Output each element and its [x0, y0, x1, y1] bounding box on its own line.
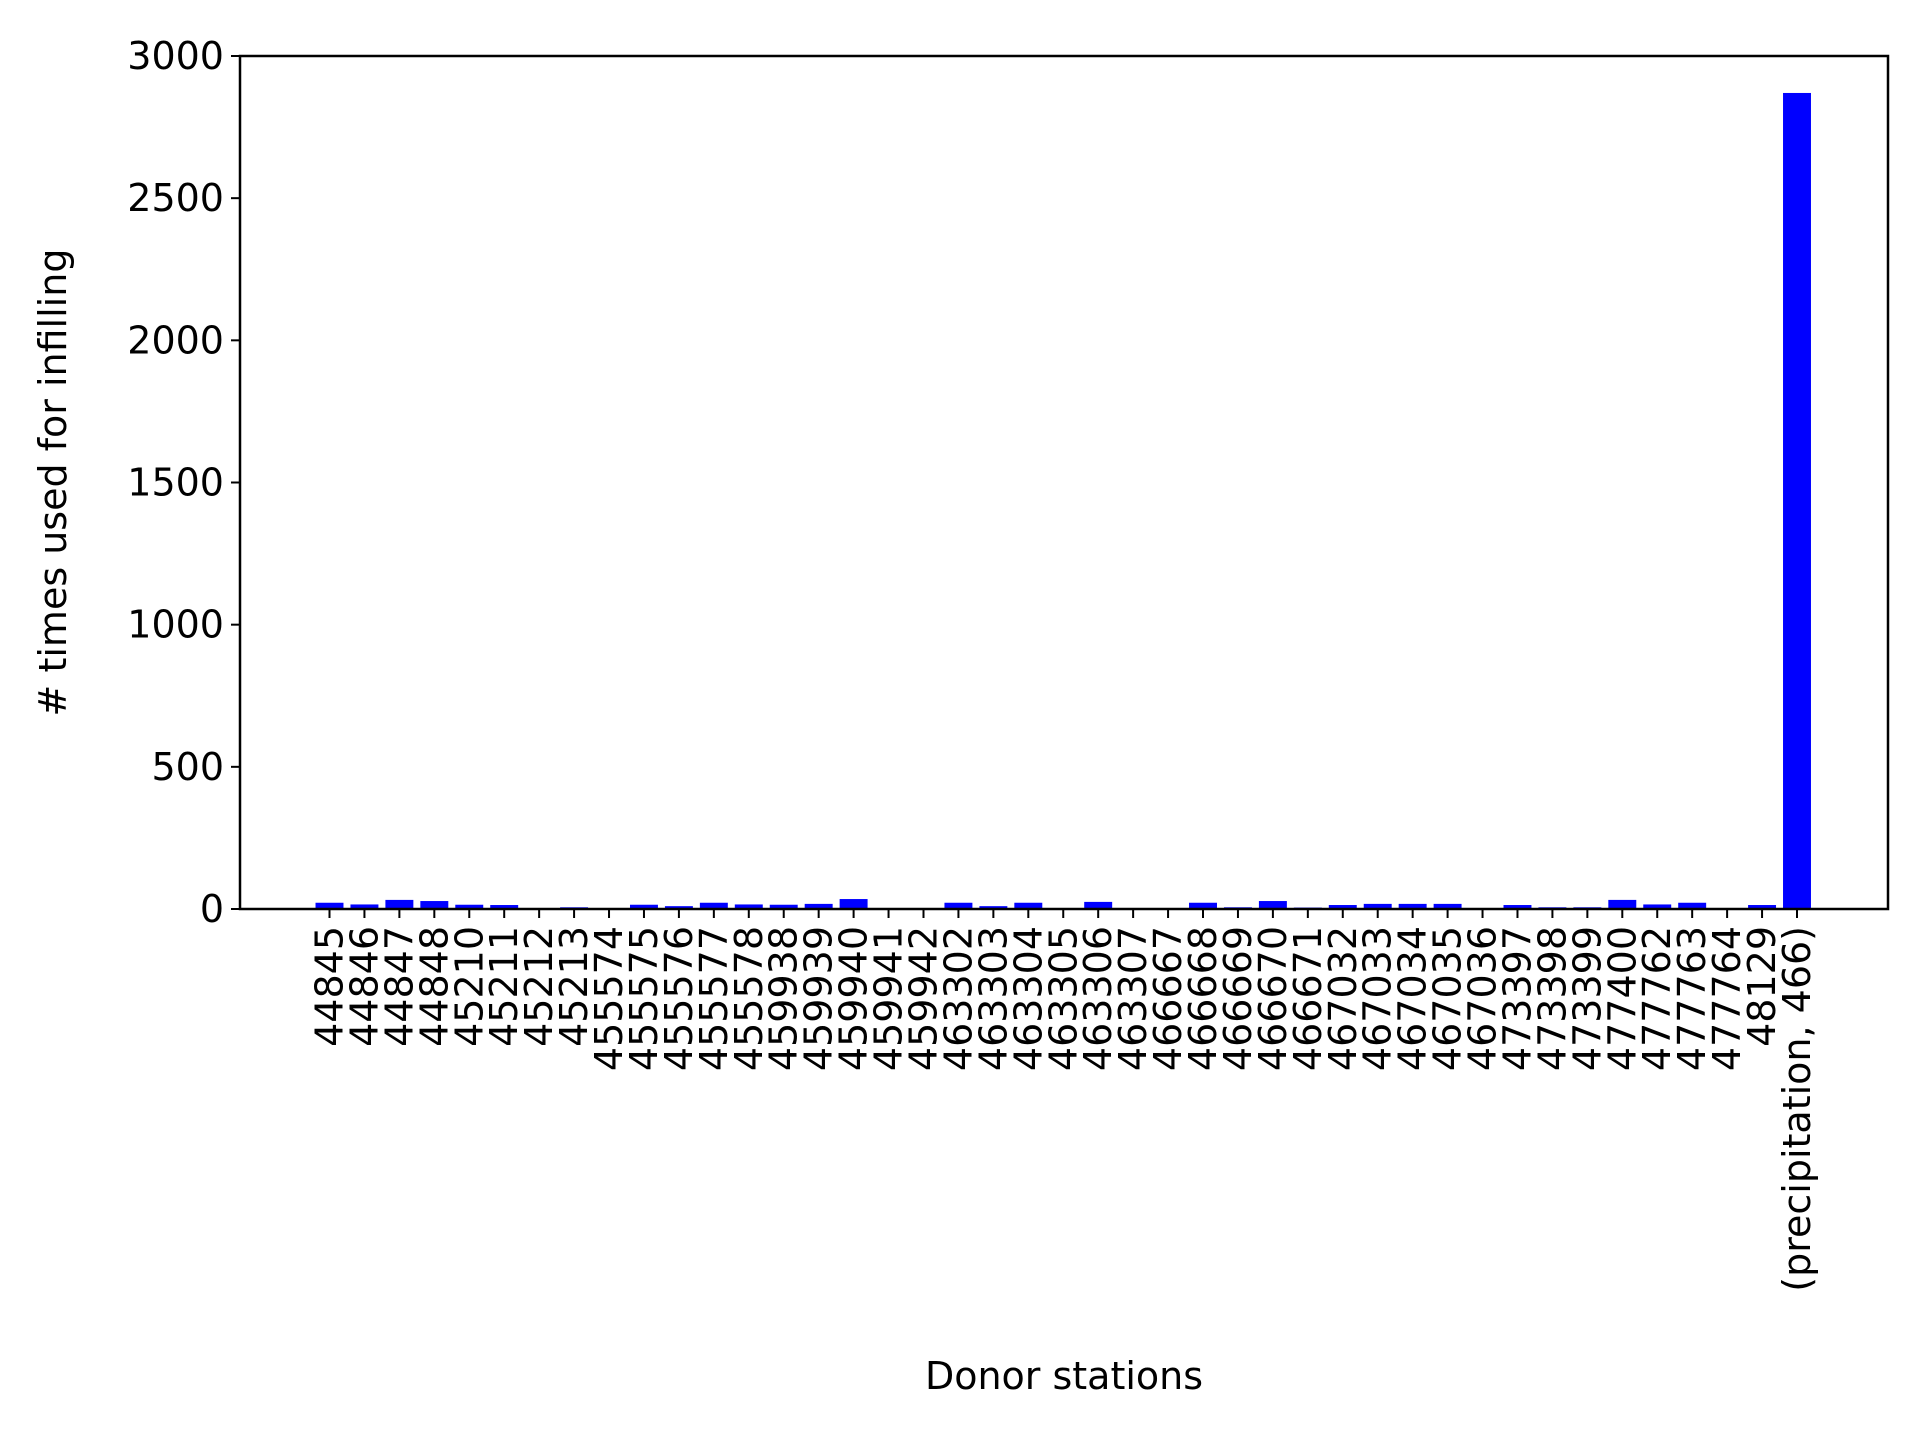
bar — [664, 906, 693, 909]
bar — [350, 904, 379, 909]
x-tick-label: 45212 — [517, 926, 561, 1047]
bar — [1433, 903, 1462, 909]
y-tick-label: 2000 — [127, 318, 224, 362]
x-axis-ticks: 4484544846448474484845210452114521245213… — [308, 909, 1819, 1292]
x-tick-label: 467032 — [1321, 926, 1365, 1071]
bar — [1748, 905, 1777, 909]
bar — [629, 904, 658, 909]
x-tick-label: 463304 — [1006, 926, 1050, 1071]
x-tick-label: 467035 — [1426, 926, 1470, 1071]
x-tick-label: 44846 — [342, 926, 386, 1047]
bar — [1503, 905, 1532, 909]
x-tick-label: 463307 — [1111, 926, 1155, 1071]
x-tick-label: 466668 — [1181, 926, 1225, 1071]
x-tick-label: 463306 — [1076, 926, 1120, 1071]
x-tick-label: 45213 — [552, 926, 596, 1047]
y-tick-label: 3000 — [127, 34, 224, 78]
x-tick-label: 455578 — [727, 926, 771, 1071]
bar — [1608, 899, 1637, 909]
bar — [769, 904, 798, 909]
bar — [1398, 903, 1427, 909]
x-tick-label: 477764 — [1705, 926, 1749, 1071]
x-tick-label: 459939 — [797, 926, 841, 1071]
bar — [420, 901, 449, 909]
x-tick-label: 44848 — [412, 926, 456, 1047]
x-tick-label: 466670 — [1251, 926, 1295, 1071]
bar — [1328, 905, 1357, 909]
bar — [455, 904, 484, 909]
x-tick-label: 44845 — [308, 926, 352, 1047]
x-tick-label: 45210 — [447, 926, 491, 1047]
bar — [1783, 92, 1811, 910]
x-tick-label: 455575 — [622, 926, 666, 1071]
x-tick-label: 459940 — [832, 926, 876, 1071]
x-tick-label: (precipitation, 466) — [1775, 926, 1819, 1292]
x-tick-label: 466669 — [1216, 926, 1260, 1071]
x-tick-label: 477762 — [1635, 926, 1679, 1071]
x-tick-label: 467033 — [1356, 926, 1400, 1071]
bar — [1643, 904, 1672, 909]
y-axis-label: # times used for infilling — [31, 249, 75, 717]
x-tick-label: 48129 — [1740, 926, 1784, 1047]
x-tick-label: 463303 — [971, 926, 1015, 1071]
y-tick-label: 1500 — [127, 461, 224, 505]
x-tick-label: 477763 — [1670, 926, 1714, 1071]
bar — [1084, 901, 1113, 909]
bars-group — [315, 92, 1811, 910]
x-tick-label: 473399 — [1565, 926, 1609, 1071]
x-tick-label: 459941 — [867, 926, 911, 1071]
x-tick-label: 459938 — [762, 926, 806, 1071]
y-tick-label: 0 — [200, 887, 224, 931]
bar — [944, 902, 973, 909]
x-tick-label: 466671 — [1286, 926, 1330, 1071]
x-tick-label: 466667 — [1146, 926, 1190, 1071]
x-axis-label: Donor stations — [925, 1354, 1203, 1398]
x-tick-label: 473398 — [1530, 926, 1574, 1071]
y-axis-ticks: 0 500 1000 1500 2000 2500 3000 — [127, 34, 240, 931]
x-tick-label: 467034 — [1391, 926, 1435, 1071]
bar — [1678, 902, 1707, 909]
bar — [804, 903, 833, 909]
bar — [1014, 902, 1043, 909]
bar — [1189, 902, 1217, 909]
bar — [315, 902, 344, 909]
x-tick-label: 463302 — [936, 926, 980, 1071]
x-tick-label: 477400 — [1600, 926, 1644, 1071]
bar — [1258, 901, 1287, 909]
y-tick-label: 2500 — [127, 176, 224, 220]
x-tick-label: 467036 — [1461, 926, 1505, 1071]
bar — [699, 902, 728, 909]
x-tick-label: 45211 — [482, 926, 526, 1047]
bar — [385, 899, 414, 909]
y-tick-label: 1000 — [127, 603, 224, 647]
x-tick-label: 463305 — [1041, 926, 1085, 1071]
bar — [839, 899, 868, 909]
x-tick-label: 455577 — [692, 926, 736, 1071]
bar — [734, 904, 763, 909]
x-tick-label: 473397 — [1495, 926, 1539, 1071]
bar — [979, 906, 1008, 909]
bar — [1363, 903, 1392, 909]
x-tick-label: 459942 — [901, 926, 945, 1071]
plot-frame — [238, 54, 1890, 911]
x-tick-label: 455576 — [657, 926, 701, 1071]
x-tick-label: 455574 — [587, 926, 631, 1071]
y-tick-label: 500 — [151, 745, 224, 789]
x-tick-label: 44847 — [377, 926, 421, 1047]
bar — [490, 905, 519, 909]
